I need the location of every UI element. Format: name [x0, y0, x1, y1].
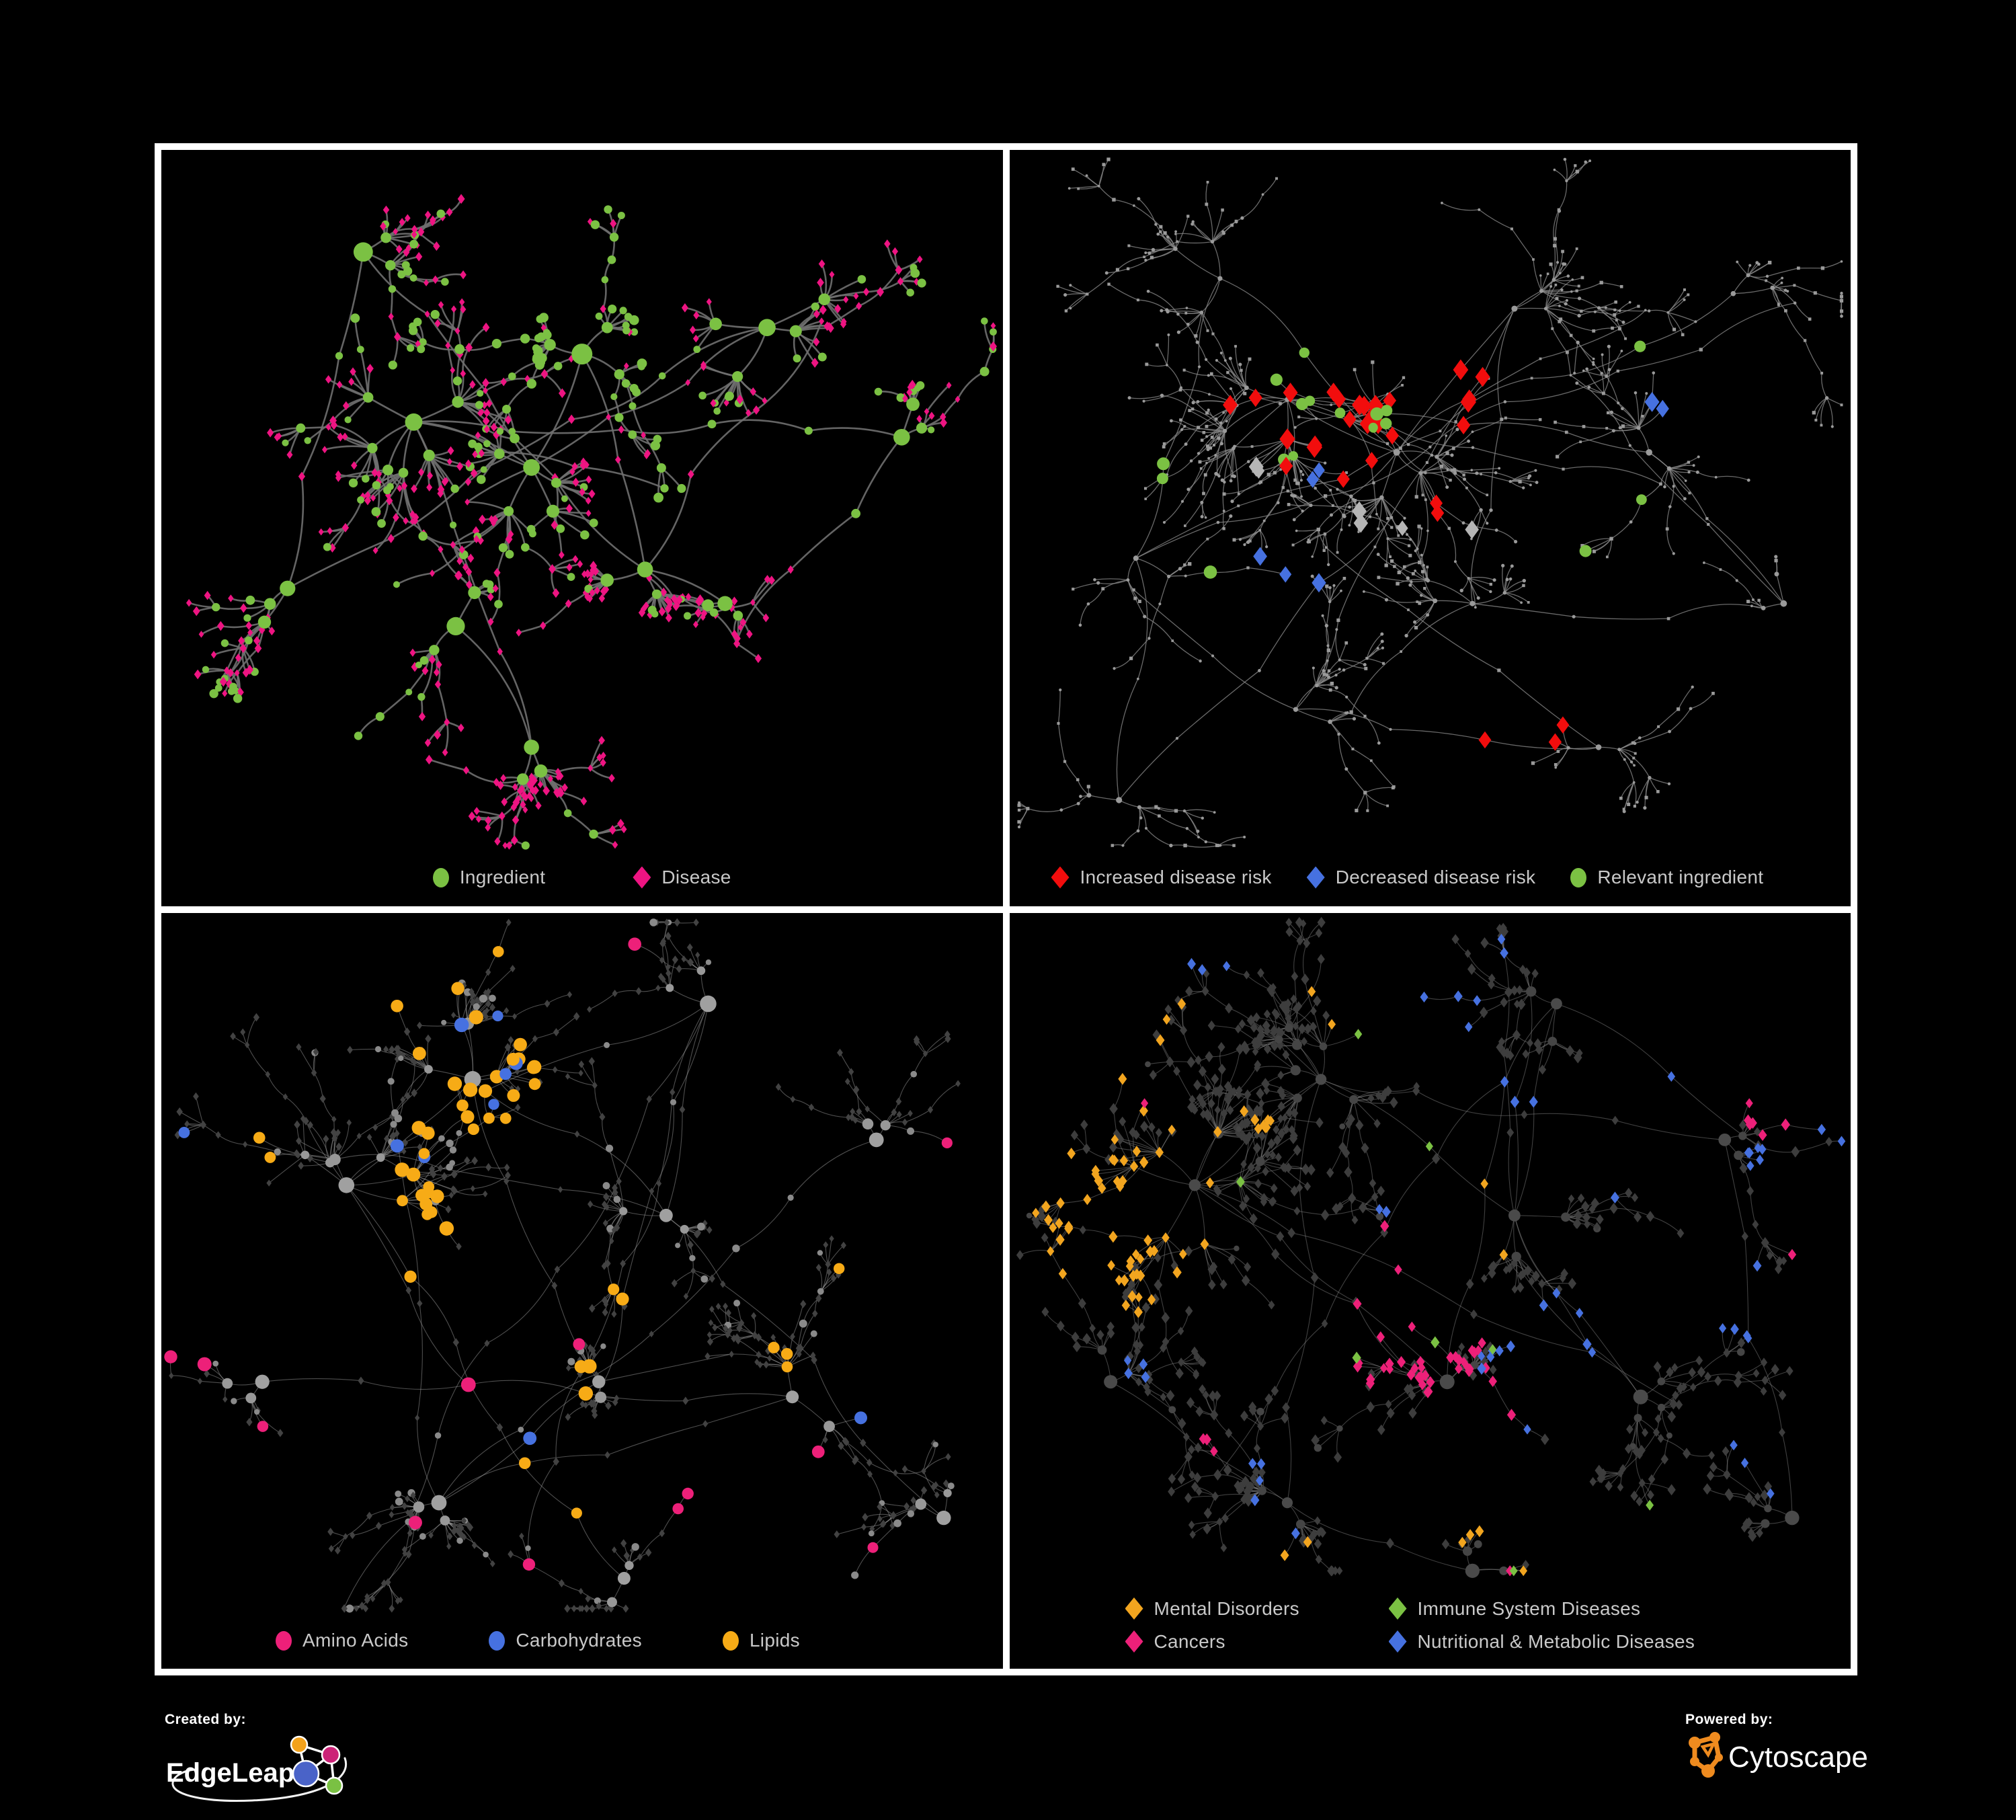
cytoscape-logo: Cytoscape	[1689, 1732, 1868, 1778]
legend-item: Lipids	[722, 1630, 800, 1651]
legend-item: Mental Disorders	[1125, 1597, 1389, 1620]
legend-ingredient-disease: Ingredient Disease	[161, 866, 1003, 889]
legend-label: Relevant ingredient	[1597, 867, 1764, 887]
network-graph-ingredient-classes	[164, 918, 961, 1613]
ingredient-marker-icon	[432, 867, 449, 887]
legend-item: Amino Acids	[276, 1630, 408, 1651]
disease-marker-icon	[633, 866, 651, 889]
edgeleap-blue-node-icon	[292, 1759, 320, 1788]
legend-item: Disease	[633, 866, 731, 889]
mental-disorders-marker-icon	[1125, 1597, 1143, 1620]
panel-disease-classes: Mental Disorders Immune System Diseases …	[1009, 912, 1851, 1669]
legend-label: Decreased disease risk	[1335, 867, 1536, 887]
legend-label: Immune System Diseases	[1417, 1597, 1641, 1619]
legend-item: Cancers	[1125, 1630, 1389, 1653]
legend-item: Nutritional & Metabolic Diseases	[1388, 1630, 1695, 1653]
created-by-label: Created by:	[165, 1712, 247, 1727]
cytoscape-wordmark: Cytoscape	[1728, 1741, 1868, 1774]
legend-label: Mental Disorders	[1154, 1597, 1299, 1619]
edgeleap-wordmark: EdgeLeap	[166, 1758, 294, 1788]
legend-item: Ingredient	[432, 867, 546, 888]
legend-ingredient-classes: Amino Acids Carbohydrates Lipids	[276, 1630, 800, 1651]
edgeleap-logo: EdgeLeap	[166, 1735, 348, 1802]
immune-system-diseases-marker-icon	[1388, 1597, 1407, 1620]
legend-item: Increased disease risk	[1051, 866, 1272, 889]
cancers-marker-icon	[1125, 1630, 1143, 1653]
lipids-marker-icon	[722, 1630, 739, 1651]
network-graph-disease-risk	[1016, 157, 1843, 848]
legend-disease-classes: Mental Disorders Immune System Diseases …	[1125, 1597, 1695, 1653]
panel-ingredient-disease: Ingredient Disease	[161, 150, 1003, 906]
cytoscape-glyph-triangle	[1700, 1741, 1717, 1758]
legend-label: Amino Acids	[303, 1630, 409, 1651]
powered-by-label: Powered by:	[1685, 1712, 1773, 1727]
legend-label: Cancers	[1154, 1630, 1225, 1652]
panel-ingredient-classes: Amino Acids Carbohydrates Lipids	[161, 912, 1003, 1669]
edgeleap-pink-node-icon	[321, 1745, 341, 1765]
legend-item: Decreased disease risk	[1306, 866, 1536, 889]
edgeleap-glyph-nodes	[290, 1735, 344, 1795]
legend-disease-risk: Increased disease risk Decreased disease…	[1051, 866, 1764, 889]
legend-label: Increased disease risk	[1080, 867, 1272, 887]
edgeleap-credit: Created by: EdgeLeap	[165, 1712, 373, 1809]
legend-label: Ingredient	[459, 867, 546, 887]
legend-label: Disease	[661, 867, 731, 887]
edgeleap-green-node-icon	[325, 1776, 344, 1795]
legend-label: Nutritional & Metabolic Diseases	[1417, 1630, 1695, 1652]
network-graph-ingredient-disease	[186, 194, 997, 850]
carbohydrates-marker-icon	[489, 1630, 506, 1651]
increased-risk-marker-icon	[1051, 866, 1070, 889]
panel-grid: Ingredient Disease Increased disease ris…	[155, 143, 1857, 1675]
legend-item: Immune System Diseases	[1388, 1597, 1695, 1620]
legend-label: Carbohydrates	[516, 1630, 642, 1651]
legend-item: Relevant ingredient	[1570, 867, 1763, 888]
cytoscape-credit: Powered by: Cytoscape	[1685, 1712, 1887, 1780]
legend-label: Lipids	[749, 1630, 800, 1651]
nutritional-metabolic-diseases-marker-icon	[1388, 1630, 1407, 1653]
cytoscape-glyph-nodes	[1689, 1732, 1723, 1778]
relevant-ingredient-marker-icon	[1570, 867, 1587, 887]
edgeleap-orange-node-icon	[290, 1735, 309, 1754]
panel-disease-risk: Increased disease risk Decreased disease…	[1009, 150, 1851, 906]
decreased-risk-marker-icon	[1306, 866, 1325, 889]
legend-item: Carbohydrates	[489, 1630, 642, 1651]
network-graph-disease-classes	[1016, 916, 1845, 1578]
amino-acids-marker-icon	[276, 1630, 292, 1651]
